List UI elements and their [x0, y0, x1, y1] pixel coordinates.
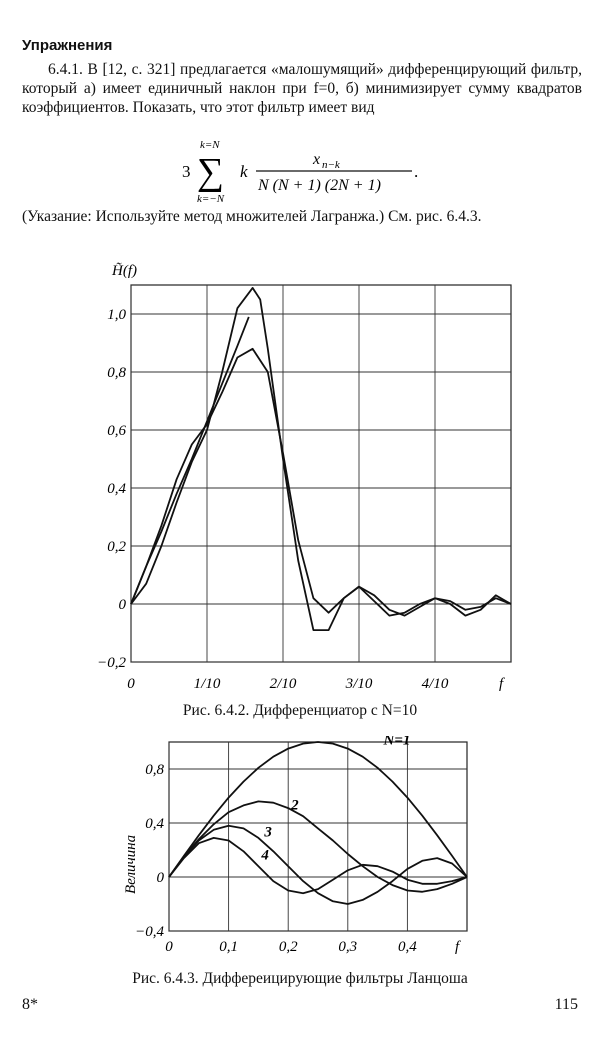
series-line	[130, 287, 512, 631]
section-heading: Упражнения	[22, 37, 113, 54]
formula-trailing: .	[414, 162, 418, 181]
curve-label: N=1	[383, 736, 411, 749]
y-tick-label: 0,4	[145, 816, 164, 832]
y-tick-label: −0,2	[97, 655, 126, 671]
series-line	[130, 347, 512, 617]
y-tick-label: 0	[119, 597, 127, 613]
x-tick-label: 0,4	[398, 939, 417, 955]
x-axis-label: f	[499, 676, 505, 692]
formula-sum-lower: k=−N	[197, 193, 225, 205]
series-line	[168, 824, 468, 905]
formula-sigma: ∑	[197, 151, 224, 193]
formula-denominator: N (N + 1) (2N + 1)	[257, 177, 381, 194]
series-line	[168, 741, 468, 878]
y-tick-label: 1,0	[107, 307, 126, 323]
footer-signature-mark: 8*	[22, 996, 38, 1013]
exercise-text: 6.4.1. В [12, с. 321] предлагается «мало…	[22, 61, 582, 116]
curve-label: 4	[260, 847, 269, 863]
figure-1-chart: 0 1/10 2/10 3/10 4/10−0,200,20,40,60,81,0fH̃…	[97, 263, 512, 692]
x-tick-label: 4/10	[422, 676, 449, 692]
formula-factor: k	[240, 162, 248, 181]
page-number: 115	[554, 996, 578, 1013]
figure-2-caption: Рис. 6.4.3. Диффереицирующие фильтры Лан…	[132, 970, 468, 987]
formula-coefficient: 3	[182, 162, 191, 181]
y-tick-label: 0,6	[107, 423, 126, 439]
x-tick-label: 0	[127, 676, 135, 692]
y-tick-label: −0,4	[135, 924, 164, 940]
x-tick-label: 0,3	[338, 939, 357, 955]
x-tick-label: 0	[165, 939, 173, 955]
formula-numerator-subscript: n−k	[322, 159, 341, 171]
y-axis-label: Величина	[123, 835, 139, 894]
x-tick-label: 0,2	[279, 939, 298, 955]
figure-1-caption: Рис. 6.4.2. Дифференциатор с N=10	[182, 702, 418, 719]
curve-label: 3	[263, 825, 272, 841]
y-tick-label: 0,8	[107, 365, 126, 381]
x-tick-label: 0,1	[219, 939, 238, 955]
series-line	[168, 800, 468, 893]
summation-formula: 3 k=N ∑ k=−N k x n−k N (N + 1) (2N + 1) …	[182, 139, 418, 205]
formula-sum-upper: k=N	[200, 139, 220, 151]
x-axis-label: f	[455, 939, 461, 955]
y-axis-label: H̃(f)	[111, 263, 137, 279]
y-tick-label: 0	[157, 870, 165, 886]
y-tick-label: 0,8	[145, 762, 164, 778]
exercise-hint: (Указание: Используйте метод множителей …	[22, 208, 482, 225]
y-tick-label: 0,4	[107, 481, 126, 497]
x-tick-label: 1/10	[194, 676, 221, 692]
series-line	[168, 837, 468, 895]
x-tick-label: 3/10	[345, 676, 373, 692]
curve-label: 2	[290, 798, 299, 814]
formula-numerator: x	[312, 151, 320, 168]
plot-frame	[168, 741, 468, 932]
y-tick-label: 0,2	[107, 539, 126, 555]
x-tick-label: 2/10	[270, 676, 297, 692]
